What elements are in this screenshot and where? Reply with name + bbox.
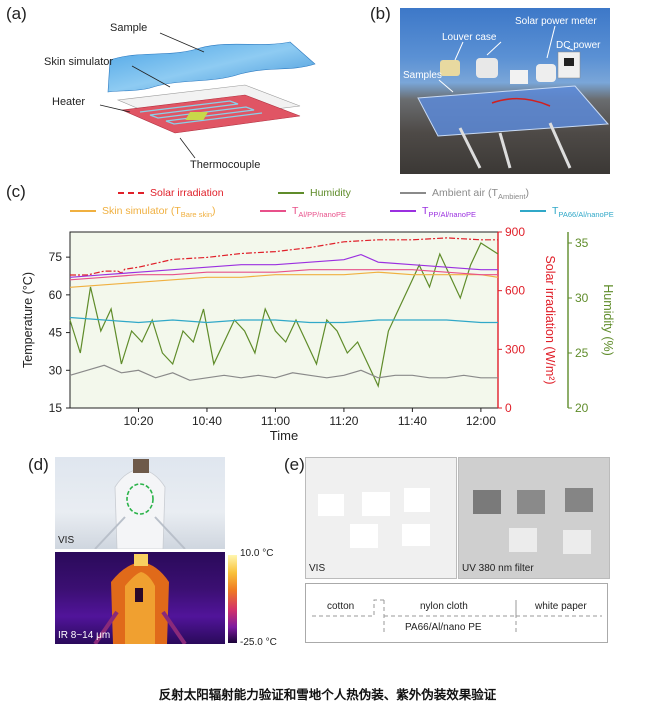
label-heater: Heater <box>52 96 86 108</box>
left-axis-label: Temperature (°C) <box>21 272 35 368</box>
legend-swatch <box>118 192 144 195</box>
legend-text: Skin simulator (T <box>102 205 181 217</box>
x-tick-label: 11:40 <box>398 414 427 428</box>
colorbar-max-label: 10.0 °C <box>240 548 274 559</box>
series-pa66-line <box>69 316 498 324</box>
left-tick-label: 45 <box>49 326 63 340</box>
legend-text: T <box>292 205 299 217</box>
label-louver-case: Louver case <box>442 32 497 43</box>
sample-layer <box>107 41 316 93</box>
humidity-tick-label: 25 <box>575 346 589 360</box>
solar-axis-label: Solar irradiation (W/m²) <box>543 255 557 384</box>
legend-swatch <box>260 210 286 213</box>
panel-a-label: (a) <box>6 4 27 23</box>
vis-snow-photo <box>55 457 225 549</box>
solar-tick-label: 600 <box>505 284 525 298</box>
label-uv-filter: UV 380 nm filter <box>462 563 534 574</box>
legend-subscript: Al/PP/nanoPE <box>298 210 346 220</box>
left-tick-label: 60 <box>49 288 63 302</box>
series-skin-line <box>69 271 499 288</box>
x-axis-label: Time <box>270 428 298 443</box>
humidity-tick-label: 30 <box>575 291 589 305</box>
panel-a-schematic <box>99 32 316 159</box>
figure-caption: 反射太阳辐射能力验证和雪地个人热伪装、紫外伪装效果验证 <box>158 688 497 702</box>
label-sample: Sample <box>110 22 148 34</box>
legend-swatch <box>70 210 96 213</box>
panel-b-label: (b) <box>370 4 391 23</box>
temperature-chart: 15 30 45 60 75 Temperature (°C) 10:20 10:40 11:0… <box>21 225 615 443</box>
legend-text: Solar irradiation <box>150 187 224 199</box>
legend-text: T <box>422 205 429 217</box>
legend-subscript: Ambient <box>497 192 526 202</box>
fabric-legend-box <box>305 583 608 643</box>
label-d-vis: VIS <box>58 535 75 546</box>
legend-item-alpp: TAl/PP/nanoPE <box>260 205 346 219</box>
series-ppal-line <box>69 253 498 278</box>
thermocouple-pad <box>185 112 208 120</box>
legend-item-solar: Solar irradiation <box>118 187 224 199</box>
ir-thermal-photo <box>55 552 225 644</box>
vis-fabric-photo <box>305 457 457 579</box>
plot-area <box>69 231 499 409</box>
humidity-axis-label: Humidity (%) <box>601 284 615 356</box>
label-ir-band: IR 8~14 μm <box>58 630 111 641</box>
uv-fabric-photo <box>458 457 610 579</box>
legend-swatch <box>400 192 426 195</box>
label-samples: Samples <box>403 70 442 81</box>
solar-tick-label: 900 <box>505 225 525 239</box>
legend-subscript: PA66/Al/nanoPE <box>558 210 614 220</box>
label-thermocouple: Thermocouple <box>190 159 261 171</box>
series-solar-line <box>70 237 498 276</box>
x-tick-label: 10:40 <box>192 414 222 428</box>
x-tick-label: 11:00 <box>261 414 290 428</box>
legend-text: T <box>552 205 559 217</box>
legend-tail: ) <box>212 205 216 217</box>
solar-tick-label: 300 <box>505 342 525 356</box>
x-tick-label: 11:20 <box>329 414 358 428</box>
legend-item-humidity: Humidity <box>278 187 351 199</box>
legend-subscript: PP/Al/nanoPE <box>428 210 476 220</box>
label-skin-simulator: Skin simulator <box>44 56 114 68</box>
legend-swatch <box>278 192 304 195</box>
legend-tail: ) <box>525 187 529 199</box>
legend-subscript: Bare skin <box>180 210 213 220</box>
outdoor-setup-photo <box>400 8 610 174</box>
panel-d-label: (d) <box>28 455 49 474</box>
panel-e-label: (e) <box>284 455 305 474</box>
solar-tick-label: 0 <box>505 401 512 415</box>
left-tick-label: 75 <box>49 250 63 264</box>
colorbar-min-label: -25.0 °C <box>240 637 277 648</box>
legend-text: Humidity <box>310 187 351 199</box>
series-humidity-line <box>69 242 499 388</box>
legend-swatch <box>520 210 546 213</box>
left-tick-label: 30 <box>49 363 63 377</box>
panel-b-pointers <box>438 25 574 93</box>
label-white-paper: white paper <box>535 601 587 612</box>
label-solar-power-meter: Solar power meter <box>515 16 597 27</box>
legend-item-ppal: TPP/Al/nanoPE <box>390 205 476 219</box>
thermal-colorbar <box>228 555 237 643</box>
legend-item-ambient: Ambient air (TAmbient) <box>400 187 529 201</box>
panel-c-label: (c) <box>6 182 26 201</box>
series-alpp-line <box>69 269 498 281</box>
legend-swatch <box>390 210 416 213</box>
label-nylon: nylon cloth <box>420 601 468 612</box>
legend-text: Ambient air (T <box>432 187 498 199</box>
heater-layer <box>120 94 301 134</box>
humidity-tick-label: 35 <box>575 236 589 250</box>
legend-item-pa66: TPA66/Al/nanoPE <box>520 205 614 219</box>
label-e-vis: VIS <box>309 563 326 574</box>
legend-item-skin: Skin simulator (TBare skin) <box>70 205 216 219</box>
label-dc-power: DC power <box>556 40 601 51</box>
series-ambient-line <box>69 364 498 381</box>
label-cotton: cotton <box>327 601 355 612</box>
x-tick-label: 10:20 <box>123 414 153 428</box>
x-tick-label: 12:00 <box>466 414 496 428</box>
left-tick-label: 15 <box>49 401 63 415</box>
humidity-tick-label: 20 <box>575 401 589 415</box>
label-pa66: PA66/Al/nano PE <box>405 622 482 633</box>
